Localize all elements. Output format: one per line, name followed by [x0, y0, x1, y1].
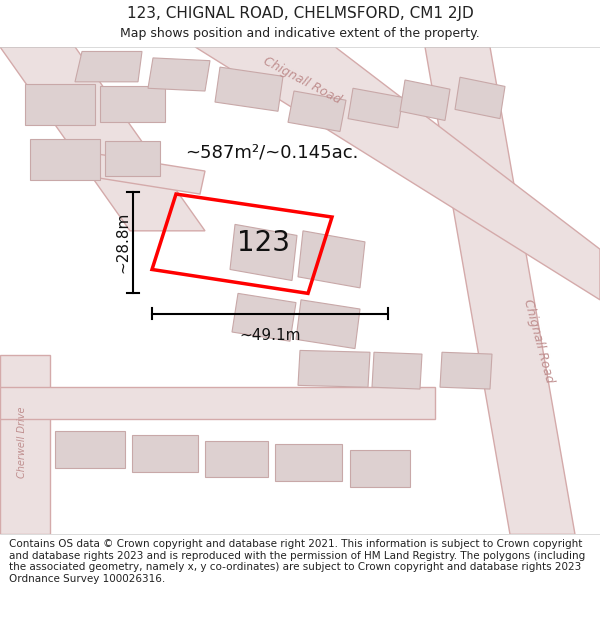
Polygon shape: [400, 80, 450, 121]
Polygon shape: [25, 84, 95, 125]
Polygon shape: [205, 441, 268, 478]
Text: 123, CHIGNAL ROAD, CHELMSFORD, CM1 2JD: 123, CHIGNAL ROAD, CHELMSFORD, CM1 2JD: [127, 6, 473, 21]
Text: ~28.8m: ~28.8m: [115, 212, 131, 274]
Text: Cherwell Drive: Cherwell Drive: [17, 407, 27, 478]
Polygon shape: [30, 139, 100, 180]
Polygon shape: [100, 86, 165, 122]
Polygon shape: [425, 47, 575, 534]
Polygon shape: [296, 300, 360, 349]
Text: ~587m²/~0.145ac.: ~587m²/~0.145ac.: [185, 144, 358, 162]
Polygon shape: [288, 91, 346, 131]
Polygon shape: [0, 47, 205, 231]
Polygon shape: [148, 58, 210, 91]
Text: 123: 123: [238, 229, 290, 258]
Text: Map shows position and indicative extent of the property.: Map shows position and indicative extent…: [120, 28, 480, 40]
Polygon shape: [350, 450, 410, 486]
Polygon shape: [232, 293, 296, 341]
Polygon shape: [55, 148, 205, 194]
Polygon shape: [55, 431, 125, 468]
Polygon shape: [230, 224, 297, 281]
Text: ~49.1m: ~49.1m: [239, 328, 301, 343]
Polygon shape: [195, 47, 600, 300]
Polygon shape: [455, 78, 505, 119]
Polygon shape: [298, 231, 365, 288]
Text: Contains OS data © Crown copyright and database right 2021. This information is : Contains OS data © Crown copyright and d…: [9, 539, 585, 584]
Polygon shape: [0, 355, 50, 534]
Polygon shape: [105, 141, 160, 176]
Polygon shape: [215, 67, 283, 111]
Polygon shape: [440, 352, 492, 389]
Polygon shape: [0, 388, 435, 419]
Polygon shape: [275, 444, 342, 481]
Text: Chignall Road: Chignall Road: [261, 55, 343, 107]
Polygon shape: [348, 88, 403, 128]
Polygon shape: [372, 352, 422, 389]
Polygon shape: [75, 51, 142, 82]
Polygon shape: [298, 351, 370, 388]
Text: Chignall Road: Chignall Road: [521, 298, 556, 384]
Polygon shape: [132, 435, 198, 472]
